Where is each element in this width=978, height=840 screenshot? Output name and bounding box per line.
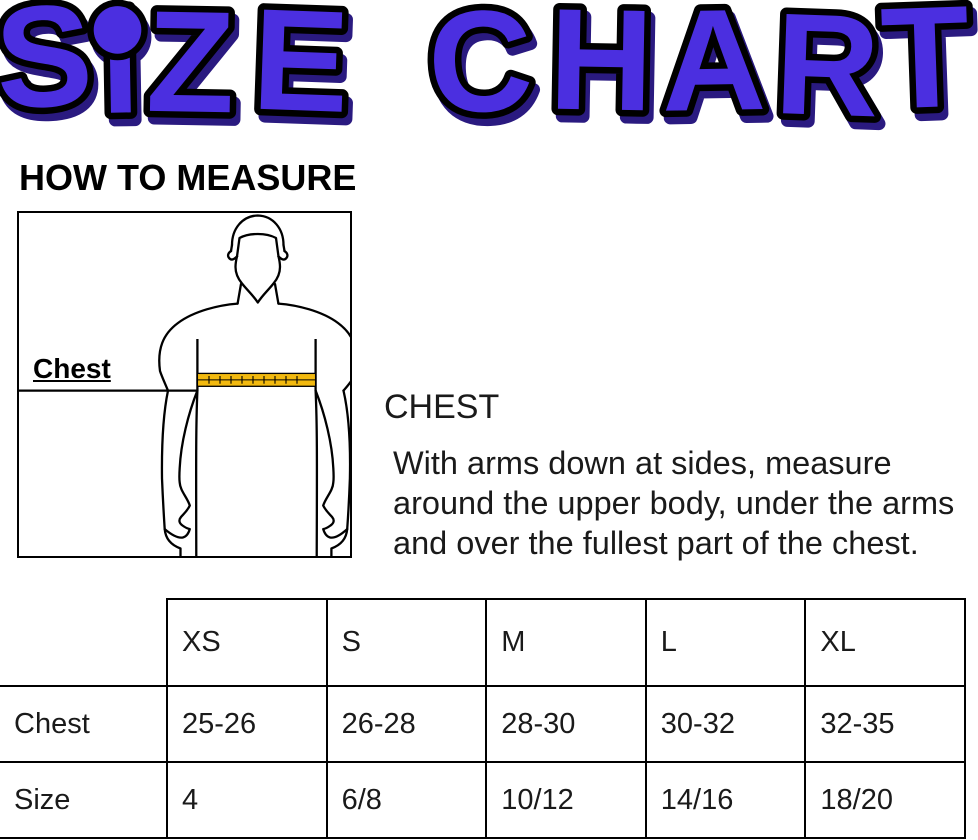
svg-text:E: E (250, 0, 352, 143)
svg-text:Z: Z (145, 0, 236, 143)
svg-text:C: C (425, 0, 535, 144)
svg-text:T: T (879, 0, 973, 140)
svg-text:A: A (660, 0, 767, 142)
svg-text:H: H (548, 0, 655, 141)
svg-text:R: R (772, 0, 882, 148)
svg-text:S: S (0, 0, 96, 140)
